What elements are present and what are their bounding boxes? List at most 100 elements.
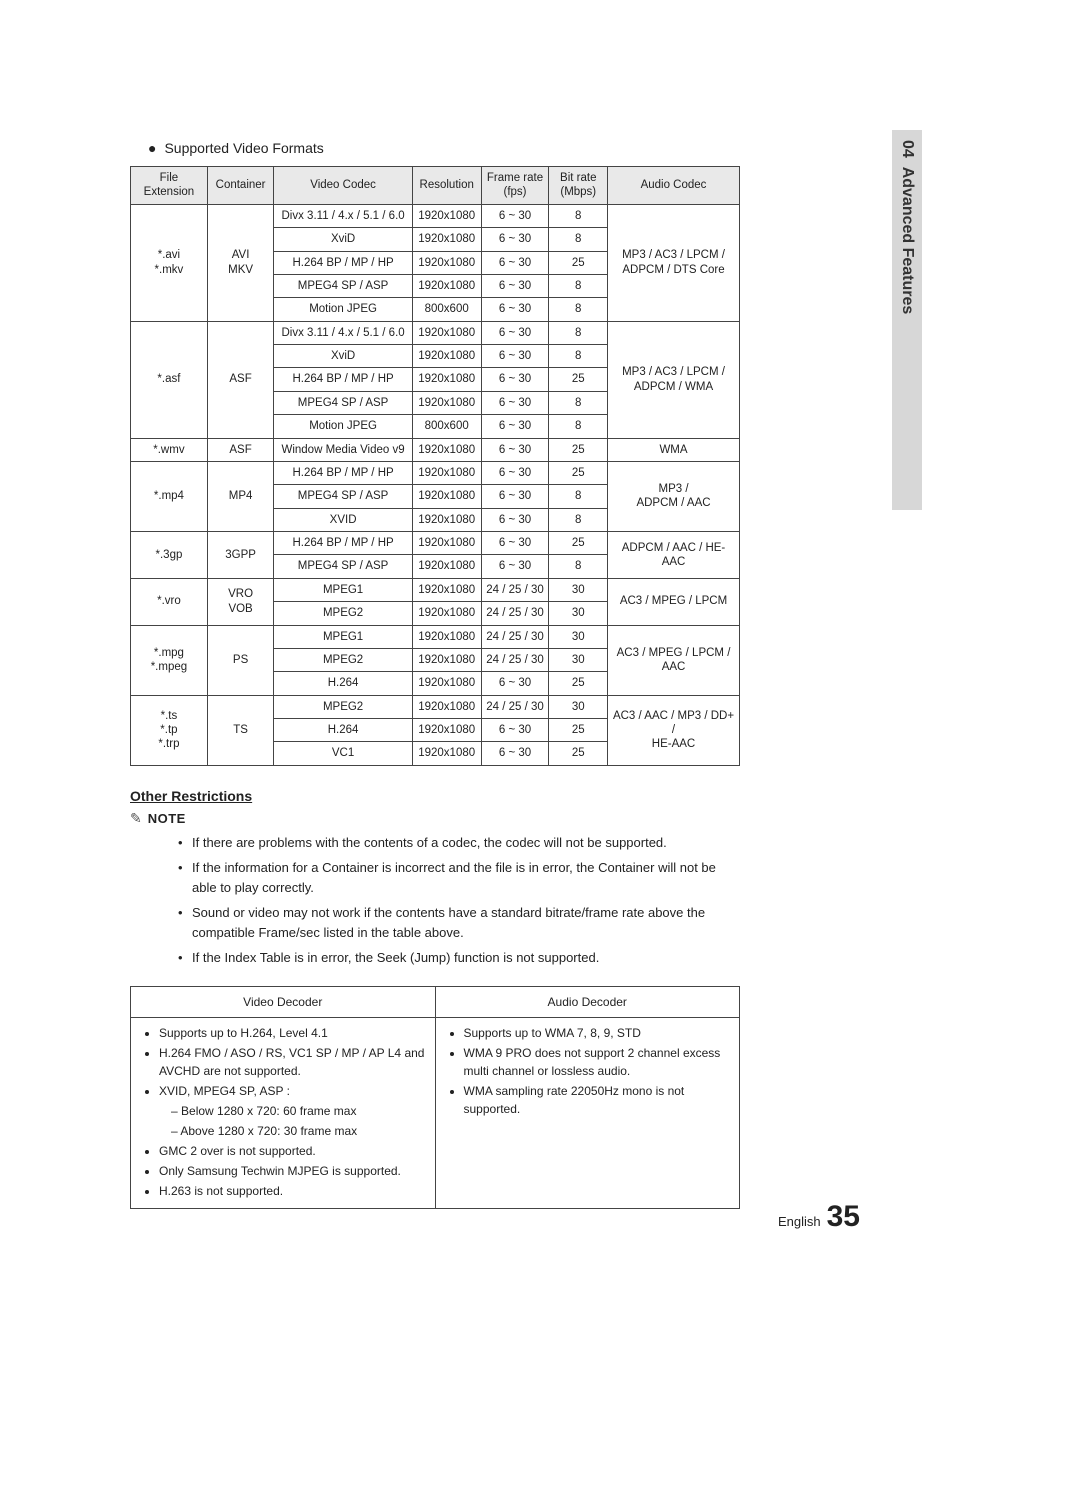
video-decoder-item: H.263 is not supported. (159, 1182, 425, 1200)
audio-codec-cell: AC3 / MPEG / LPCM (608, 578, 740, 625)
codec-cell: MPEG2 (274, 602, 413, 625)
video-decoder-item: Supports up to H.264, Level 4.1 (159, 1024, 425, 1042)
codec-cell: MPEG2 (274, 695, 413, 718)
codec-cell: 25 (549, 672, 608, 695)
file-ext-cell: *.wmv (131, 438, 208, 461)
codec-cell: 1920x1080 (412, 228, 481, 251)
codec-cell: 1920x1080 (412, 438, 481, 461)
container-cell: AVIMKV (207, 204, 273, 321)
note-item: If the information for a Container is in… (178, 858, 740, 897)
notes-list: If there are problems with the contents … (178, 833, 740, 968)
codec-header: Video Codec (274, 167, 413, 205)
codec-cell: 30 (549, 625, 608, 648)
audio-decoder-item: WMA 9 PRO does not support 2 channel exc… (464, 1044, 730, 1080)
codec-cell: 1920x1080 (412, 391, 481, 414)
table-row: *.asfASFDivx 3.11 / 4.x / 5.1 / 6.01920x… (131, 321, 740, 344)
codec-cell: 30 (549, 602, 608, 625)
note-row: ✎ NOTE (130, 810, 740, 827)
codec-cell: 1920x1080 (412, 251, 481, 274)
codec-cell: 6 ~ 30 (481, 251, 549, 274)
file-ext-cell: *.avi*.mkv (131, 204, 208, 321)
codec-cell: MPEG4 SP / ASP (274, 485, 413, 508)
footer-page-number: 35 (827, 1200, 860, 1234)
codec-cell: 1920x1080 (412, 274, 481, 297)
audio-decoder-item: Supports up to WMA 7, 8, 9, STD (464, 1024, 730, 1042)
footer-lang: English (778, 1214, 821, 1229)
codec-cell: 6 ~ 30 (481, 391, 549, 414)
codec-cell: 6 ~ 30 (481, 415, 549, 438)
codec-cell: 8 (549, 204, 608, 227)
chapter-tab-text: 04 Advanced Features (892, 130, 916, 314)
codec-cell: 6 ~ 30 (481, 532, 549, 555)
codec-cell: XviD (274, 228, 413, 251)
codec-cell: 6 ~ 30 (481, 438, 549, 461)
table-row: *.avi*.mkvAVIMKVDivx 3.11 / 4.x / 5.1 / … (131, 204, 740, 227)
codec-cell: 1920x1080 (412, 321, 481, 344)
table-row: *.mp4MP4H.264 BP / MP / HP1920x10806 ~ 3… (131, 461, 740, 484)
container-cell: ASF (207, 321, 273, 438)
codec-cell: 6 ~ 30 (481, 274, 549, 297)
codec-cell: 6 ~ 30 (481, 719, 549, 742)
codec-cell: 6 ~ 30 (481, 298, 549, 321)
codec-cell: 8 (549, 298, 608, 321)
audio-codec-cell: AC3 / MPEG / LPCM / AAC (608, 625, 740, 695)
chapter-title: Advanced Features (899, 167, 916, 315)
table-row: *.wmvASFWindow Media Video v91920x10806 … (131, 438, 740, 461)
codec-cell: 25 (549, 719, 608, 742)
codec-cell: 8 (549, 345, 608, 368)
video-decoder-header: Video Decoder (131, 986, 436, 1017)
codec-cell: 25 (549, 461, 608, 484)
codec-cell: 1920x1080 (412, 345, 481, 368)
codec-cell: 1920x1080 (412, 485, 481, 508)
codec-cell: H.264 BP / MP / HP (274, 461, 413, 484)
codec-cell: 6 ~ 30 (481, 204, 549, 227)
container-cell: 3GPP (207, 532, 273, 579)
codec-cell: Divx 3.11 / 4.x / 5.1 / 6.0 (274, 321, 413, 344)
codec-cell: 30 (549, 695, 608, 718)
codec-cell: 25 (549, 532, 608, 555)
codec-cell: 800x600 (412, 298, 481, 321)
codec-cell: 25 (549, 438, 608, 461)
video-decoder-item: GMC 2 over is not supported. (159, 1142, 425, 1160)
container-cell: MP4 (207, 461, 273, 531)
codec-cell: 24 / 25 / 30 (481, 602, 549, 625)
codec-cell: 6 ~ 30 (481, 368, 549, 391)
table-row: *.3gp3GPPH.264 BP / MP / HP1920x10806 ~ … (131, 532, 740, 555)
codec-cell: 1920x1080 (412, 602, 481, 625)
codec-cell: 8 (549, 228, 608, 251)
codec-cell: MPEG1 (274, 578, 413, 601)
audio-codec-cell: AC3 / AAC / MP3 / DD+ / HE-AAC (608, 695, 740, 765)
codec-cell: Motion JPEG (274, 298, 413, 321)
codec-cell: Motion JPEG (274, 415, 413, 438)
video-decoder-subitem: Below 1280 x 720: 60 frame max (171, 1102, 425, 1120)
codec-cell: 30 (549, 578, 608, 601)
table-row: *.vroVROVOBMPEG11920x108024 / 25 / 3030A… (131, 578, 740, 601)
codec-cell: 1920x1080 (412, 461, 481, 484)
codec-cell: 6 ~ 30 (481, 345, 549, 368)
codec-cell: 1920x1080 (412, 742, 481, 765)
codec-cell: MPEG4 SP / ASP (274, 391, 413, 414)
audio-codec-cell: MP3 /ADPCM / AAC (608, 461, 740, 531)
audio-codec-cell: WMA (608, 438, 740, 461)
codec-cell: Window Media Video v9 (274, 438, 413, 461)
audio-decoder-cell: Supports up to WMA 7, 8, 9, STD WMA 9 PRO… (435, 1017, 740, 1208)
codec-cell: 800x600 (412, 415, 481, 438)
codec-cell: VC1 (274, 742, 413, 765)
codec-cell: 1920x1080 (412, 672, 481, 695)
container-cell: TS (207, 695, 273, 765)
codec-cell: 1920x1080 (412, 695, 481, 718)
file-ext-cell: *.vro (131, 578, 208, 625)
codec-cell: 8 (549, 508, 608, 531)
codec-cell: 1920x1080 (412, 508, 481, 531)
table-row: *.ts*.tp*.trpTSMPEG21920x108024 / 25 / 3… (131, 695, 740, 718)
codec-cell: 6 ~ 30 (481, 321, 549, 344)
codec-cell: 8 (549, 274, 608, 297)
codec-cell: 1920x1080 (412, 368, 481, 391)
file-ext-cell: *.mp4 (131, 461, 208, 531)
video-decoder-cell: Supports up to H.264, Level 4.1H.264 FMO… (131, 1017, 436, 1208)
file-ext-cell: *.ts*.tp*.trp (131, 695, 208, 765)
note-item: If there are problems with the contents … (178, 833, 740, 853)
codec-cell: 6 ~ 30 (481, 228, 549, 251)
codec-cell: 25 (549, 251, 608, 274)
note-item: Sound or video may not work if the conte… (178, 903, 740, 942)
